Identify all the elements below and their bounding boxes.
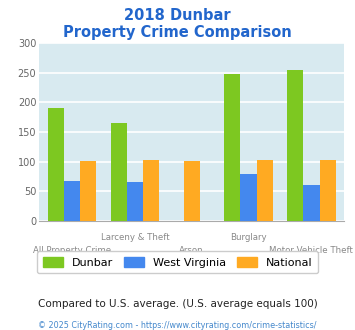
Bar xyxy=(320,160,336,221)
Text: Property Crime Comparison: Property Crime Comparison xyxy=(63,25,292,40)
Text: Arson: Arson xyxy=(179,246,204,255)
Text: Motor Vehicle Theft: Motor Vehicle Theft xyxy=(269,246,353,255)
Text: 2018 Dunbar: 2018 Dunbar xyxy=(124,8,231,23)
Legend: Dunbar, West Virginia, National: Dunbar, West Virginia, National xyxy=(37,251,318,273)
Bar xyxy=(80,160,96,221)
Bar xyxy=(64,181,80,221)
Text: Compared to U.S. average. (U.S. average equals 100): Compared to U.S. average. (U.S. average … xyxy=(38,299,317,309)
Bar xyxy=(303,185,320,221)
Bar xyxy=(127,182,143,221)
Bar xyxy=(184,160,200,221)
Bar xyxy=(143,160,159,221)
Bar xyxy=(48,108,64,221)
Text: All Property Crime: All Property Crime xyxy=(33,246,111,255)
Text: Larceny & Theft: Larceny & Theft xyxy=(100,233,169,242)
Bar xyxy=(224,74,240,221)
Bar xyxy=(111,123,127,221)
Bar xyxy=(287,70,303,221)
Text: Burglary: Burglary xyxy=(230,233,267,242)
Bar xyxy=(240,174,257,221)
Text: © 2025 CityRating.com - https://www.cityrating.com/crime-statistics/: © 2025 CityRating.com - https://www.city… xyxy=(38,321,317,330)
Bar xyxy=(257,160,273,221)
